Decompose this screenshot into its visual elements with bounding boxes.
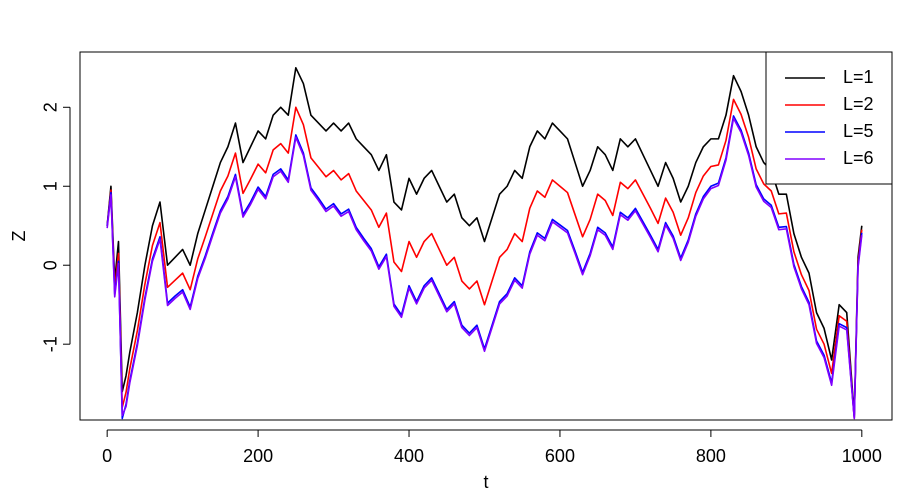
- legend-box: [765, 51, 893, 185]
- x-tick-label: 600: [545, 446, 575, 466]
- y-tick-label: 2: [41, 102, 61, 112]
- y-axis-label: Z: [9, 231, 29, 242]
- series-line: [106, 117, 863, 420]
- y-tick-label: -1: [41, 336, 61, 352]
- plot-box: [79, 51, 893, 421]
- x-tick-label: 1000: [842, 446, 882, 466]
- x-tick-label: 0: [102, 446, 112, 466]
- legend-label: L=1: [843, 67, 874, 87]
- series-line: [106, 66, 863, 417]
- legend-label: L=2: [843, 94, 874, 114]
- y-tick-label: 1: [41, 181, 61, 191]
- x-tick-label: 800: [696, 446, 726, 466]
- x-tick-label: 400: [394, 446, 424, 466]
- legend-label: L=5: [843, 121, 874, 141]
- legend-label: L=6: [843, 148, 874, 168]
- x-tick-label: 200: [243, 446, 273, 466]
- series-line: [106, 98, 863, 420]
- x-axis-label: t: [483, 472, 488, 492]
- y-tick-label: 0: [41, 260, 61, 270]
